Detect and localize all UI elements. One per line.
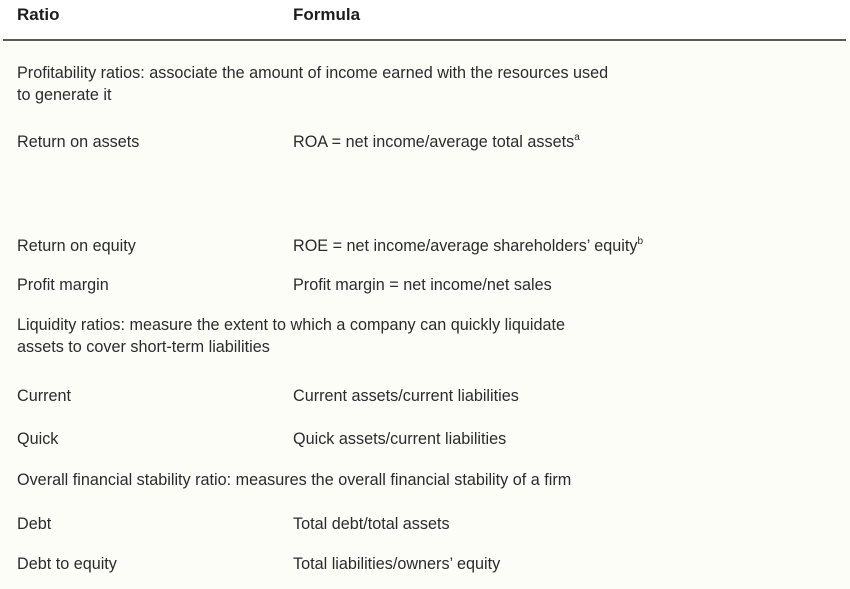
- ratio-name-profit-margin: Profit margin: [17, 276, 109, 294]
- footnote-marker: a: [574, 131, 580, 143]
- formula-current: Current assets/current liabilities: [293, 387, 519, 405]
- section-heading-line: Overall financial stability ratio: measu…: [17, 471, 572, 489]
- formula-return-on-equity: ROE = net income/average shareholders’ e…: [293, 236, 643, 256]
- section-heading-profitability: Profitability ratios: associate the amou…: [17, 62, 608, 106]
- ratio-name-current: Current: [17, 387, 71, 405]
- section-heading-liquidity: Liquidity ratios: measure the extent to …: [17, 314, 565, 358]
- formula-text: ROA = net income/average total assets: [293, 133, 575, 151]
- ratio-name-quick: Quick: [17, 430, 59, 448]
- ratio-name-return-on-assets: Return on assets: [17, 133, 140, 151]
- section-heading-line: Liquidity ratios: measure the extent to …: [17, 316, 565, 334]
- formula-quick: Quick assets/current liabilities: [293, 430, 507, 448]
- ratio-name-return-on-equity: Return on equity: [17, 237, 136, 255]
- formula-text: ROE = net income/average shareholders’ e…: [293, 237, 638, 255]
- formula-debt-to-equity: Total liabilities/owners’ equity: [293, 555, 501, 573]
- section-heading-line: assets to cover short-term liabilities: [17, 338, 270, 356]
- column-header-formula: Formula: [293, 5, 361, 24]
- footnote-marker: b: [637, 235, 644, 247]
- section-heading-line: to generate it: [17, 86, 112, 104]
- ratio-name-debt: Debt: [17, 515, 52, 533]
- formula-profit-margin: Profit margin = net income/net sales: [293, 276, 552, 294]
- column-header-ratio: Ratio: [17, 5, 60, 24]
- section-heading-stability: Overall financial stability ratio: measu…: [17, 469, 571, 491]
- table-body: [0, 41, 850, 589]
- ratio-name-debt-to-equity: Debt to equity: [17, 555, 117, 573]
- header-divider: [3, 39, 846, 41]
- formula-debt: Total debt/total assets: [293, 515, 450, 533]
- formula-return-on-assets: ROA = net income/average total assetsa: [293, 132, 580, 152]
- table-header: Ratio Formula: [0, 0, 850, 41]
- section-heading-line: Profitability ratios: associate the amou…: [17, 64, 609, 82]
